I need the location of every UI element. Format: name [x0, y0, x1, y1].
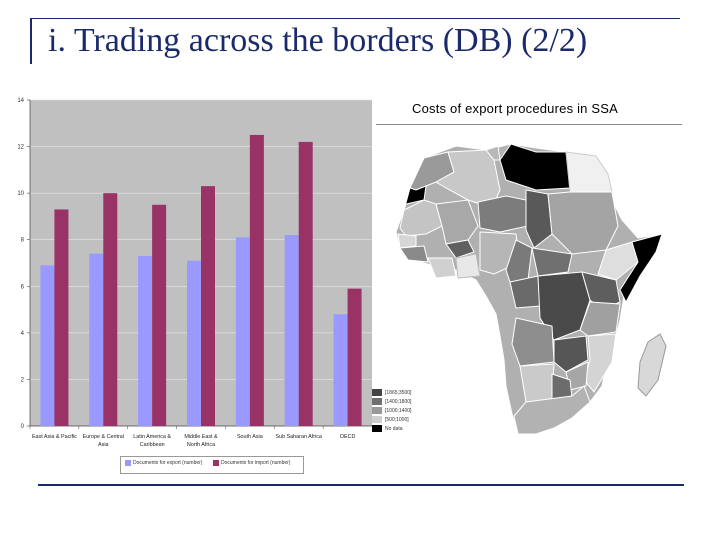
region-angola — [511, 317, 555, 367]
region-niger — [477, 195, 529, 233]
y-tick-label: 6 — [21, 284, 25, 290]
title-left-rule — [30, 18, 32, 64]
map-legend-row: [1400;1800] — [372, 397, 411, 406]
map-legend-row: No data — [372, 424, 411, 433]
bar-import — [201, 186, 215, 426]
region-senegal — [397, 233, 417, 249]
bar-import — [103, 193, 118, 426]
map-legend-swatch — [372, 389, 382, 396]
y-tick-label: 10 — [17, 191, 24, 197]
africa-map — [395, 143, 667, 435]
y-tick-label: 4 — [21, 331, 25, 337]
legend-label-import: Documents for import (number) — [221, 460, 291, 466]
x-tick-label: Sub Saharan Africa — [275, 434, 321, 440]
legend-swatch-import — [213, 460, 219, 466]
region-mauritania — [399, 199, 443, 237]
region-zambia — [553, 335, 589, 373]
legend-item-export: Documents for export (number) — [125, 460, 202, 466]
region-ethiopia — [597, 241, 639, 281]
bar-import — [298, 141, 313, 426]
x-tick-label: Caribbean — [140, 442, 165, 448]
documents-bar-chart: 0 2 4 6 8 10 12 14 East Asia & Pacific Europe & C… — [17, 98, 372, 448]
legend-swatch-export — [125, 460, 131, 466]
legend-item-import: Documents for import (number) — [213, 460, 290, 466]
map-legend-row: [1000;1400] — [372, 406, 411, 415]
y-tick-label: 0 — [21, 424, 25, 430]
region-tanzania — [579, 301, 621, 337]
region-south-africa — [513, 385, 591, 435]
region-namibia — [519, 363, 555, 403]
region-chad — [525, 189, 553, 249]
region-gabon-congo — [509, 275, 541, 309]
region-burkina — [445, 239, 475, 259]
region-ghana-togo-benin — [455, 253, 481, 279]
x-tick-label: East Asia & Pacific — [32, 434, 77, 440]
bar-import — [152, 204, 167, 426]
x-tick-label: South Asia — [237, 434, 263, 440]
y-tick-label: 12 — [17, 145, 24, 151]
map-legend-swatch — [372, 416, 382, 423]
map-legend-label: [500;1000] — [385, 416, 409, 423]
region-guinea — [399, 245, 429, 263]
bar-import — [249, 134, 264, 426]
x-tick-label: OECD — [340, 434, 356, 440]
map-legend: [1865;3500] [1400;1800] [1000;1400] [500… — [372, 388, 411, 433]
chart-legend: Documents for export (number) Documents … — [120, 456, 304, 474]
x-tick-label: Middle East & — [184, 434, 218, 440]
region-madagascar — [637, 333, 667, 397]
region-somalia — [619, 233, 663, 304]
bar-import — [347, 288, 362, 426]
title-top-rule — [30, 18, 680, 19]
x-tick-label: Europe & Central — [83, 434, 124, 440]
map-legend-label: [1400;1800] — [385, 398, 412, 405]
bar-export — [284, 235, 299, 426]
region-car — [531, 247, 573, 277]
bottom-rule — [38, 484, 684, 486]
x-tick-label: Asia — [98, 442, 109, 448]
map-legend-label: No data — [385, 425, 403, 432]
map-title: Costs of export procedures in SSA — [412, 101, 619, 116]
bar-export — [187, 260, 201, 426]
region-mozambique — [583, 333, 617, 393]
bar-export — [235, 237, 250, 426]
y-tick-label: 14 — [17, 98, 24, 104]
region-egypt — [565, 151, 613, 193]
map-legend-label: [1000;1400] — [385, 407, 412, 414]
region-sudan — [547, 191, 619, 255]
bar-export — [89, 253, 104, 426]
map-legend-row: [1865;3500] — [372, 388, 411, 397]
map-legend-swatch — [372, 398, 382, 405]
y-tick-label: 2 — [21, 377, 25, 383]
x-tick-label: Latin America & — [133, 434, 171, 440]
map-legend-label: [1865;3500] — [385, 389, 412, 396]
map-legend-row: [500;1000] — [372, 415, 411, 424]
bar-export — [138, 256, 153, 426]
x-tick-label: North Africa — [187, 442, 215, 448]
bar-export — [40, 265, 55, 426]
region-cote-divoire — [427, 257, 457, 279]
map-title-rule — [376, 124, 682, 125]
bar-import — [54, 209, 69, 426]
slide-title: i. Trading across the borders (DB) (2/2) — [48, 22, 588, 59]
map-legend-swatch — [372, 407, 382, 414]
legend-label-export: Documents for export (number) — [133, 460, 203, 466]
y-tick-label: 8 — [21, 238, 25, 244]
map-legend-swatch — [372, 425, 382, 432]
bar-export — [333, 314, 348, 426]
